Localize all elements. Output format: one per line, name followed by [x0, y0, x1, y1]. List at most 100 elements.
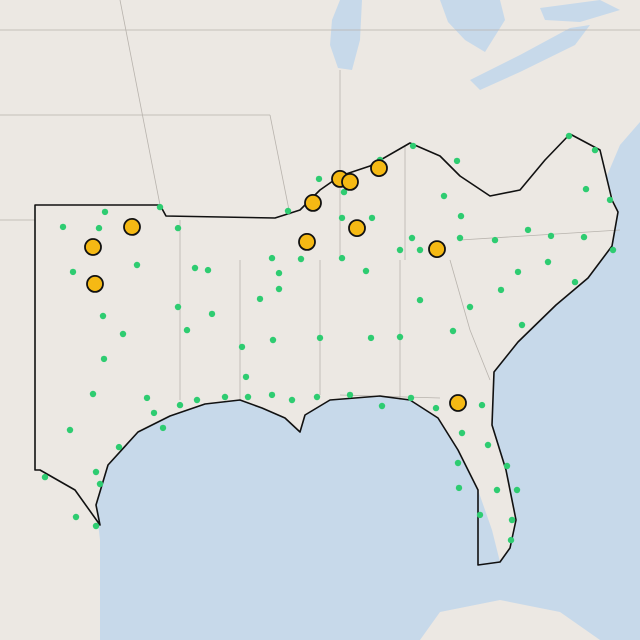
- site-point: [99, 312, 107, 320]
- site-point: [66, 426, 74, 434]
- site-point: [508, 516, 516, 524]
- site-point: [507, 536, 515, 544]
- highlight-point: [298, 232, 316, 251]
- site-point: [72, 513, 80, 521]
- site-point: [565, 132, 573, 140]
- site-point: [362, 267, 370, 275]
- site-point: [156, 203, 164, 211]
- site-point: [208, 310, 216, 318]
- ocean: [96, 122, 640, 640]
- highlight-point: [86, 274, 104, 293]
- site-point: [191, 264, 199, 272]
- site-point: [396, 246, 404, 254]
- site-point: [316, 334, 324, 342]
- site-point: [315, 175, 323, 183]
- site-point: [95, 224, 103, 232]
- highlight-point: [370, 159, 388, 178]
- site-point: [256, 295, 264, 303]
- site-point: [457, 212, 465, 220]
- site-point: [174, 224, 182, 232]
- site-point: [238, 343, 246, 351]
- site-point: [378, 402, 386, 410]
- site-point: [340, 188, 348, 196]
- site-point: [514, 268, 522, 276]
- site-point: [176, 401, 184, 409]
- site-point: [449, 327, 457, 335]
- site-point: [458, 429, 466, 437]
- site-point: [284, 207, 292, 215]
- site-point: [591, 146, 599, 154]
- site-point: [416, 296, 424, 304]
- site-point: [275, 269, 283, 277]
- site-point: [478, 401, 486, 409]
- site-point: [544, 258, 552, 266]
- lake-erie: [470, 25, 590, 90]
- site-point: [346, 391, 354, 399]
- site-point: [69, 268, 77, 276]
- highlight-point: [123, 217, 141, 236]
- site-point: [609, 246, 617, 254]
- site-point: [100, 355, 108, 363]
- highlight-point: [84, 238, 102, 256]
- site-point: [119, 330, 127, 338]
- site-point: [491, 236, 499, 244]
- marks: [41, 132, 617, 544]
- highlight-point: [304, 193, 322, 212]
- site-point: [150, 409, 158, 417]
- site-point: [466, 303, 474, 311]
- site-point: [571, 278, 579, 286]
- site-point: [288, 396, 296, 404]
- site-point: [268, 391, 276, 399]
- site-point: [547, 232, 555, 240]
- site-point: [409, 142, 417, 150]
- site-point: [59, 223, 67, 231]
- highlight-point: [348, 219, 366, 238]
- site-point: [497, 286, 505, 294]
- site-point: [493, 486, 501, 494]
- site-point: [440, 192, 448, 200]
- site-point: [92, 468, 100, 476]
- site-point: [582, 185, 590, 193]
- site-point: [92, 522, 100, 530]
- site-point: [396, 333, 404, 341]
- site-point: [159, 424, 167, 432]
- site-point: [268, 254, 276, 262]
- lake-michigan: [330, 0, 362, 70]
- site-point: [297, 255, 305, 263]
- lake-huron: [440, 0, 505, 52]
- site-point: [524, 226, 532, 234]
- site-point: [242, 373, 250, 381]
- site-point: [407, 394, 415, 402]
- site-point: [193, 396, 201, 404]
- site-point: [183, 326, 191, 334]
- highlight-point: [428, 240, 446, 259]
- site-point: [476, 511, 484, 519]
- site-point: [408, 234, 416, 242]
- site-point: [338, 254, 346, 262]
- site-point: [518, 321, 526, 329]
- site-point: [41, 473, 49, 481]
- site-point: [454, 459, 462, 467]
- state-lines: [0, 0, 640, 400]
- site-point: [313, 393, 321, 401]
- site-point: [455, 484, 463, 492]
- site-point: [221, 393, 229, 401]
- highlight-point: [449, 394, 467, 412]
- site-point: [503, 462, 511, 470]
- site-point: [484, 441, 492, 449]
- site-point: [89, 390, 97, 398]
- site-point: [338, 214, 346, 222]
- site-point: [244, 393, 252, 401]
- site-point: [453, 157, 461, 165]
- site-point: [133, 261, 141, 269]
- site-point: [368, 214, 376, 222]
- site-point: [432, 404, 440, 412]
- lake-ontario: [540, 0, 620, 22]
- highlight-point: [341, 172, 359, 191]
- site-point: [174, 303, 182, 311]
- site-point: [580, 233, 588, 241]
- site-point: [101, 208, 109, 216]
- site-point: [456, 234, 464, 242]
- site-point: [143, 394, 151, 402]
- site-point: [606, 196, 614, 204]
